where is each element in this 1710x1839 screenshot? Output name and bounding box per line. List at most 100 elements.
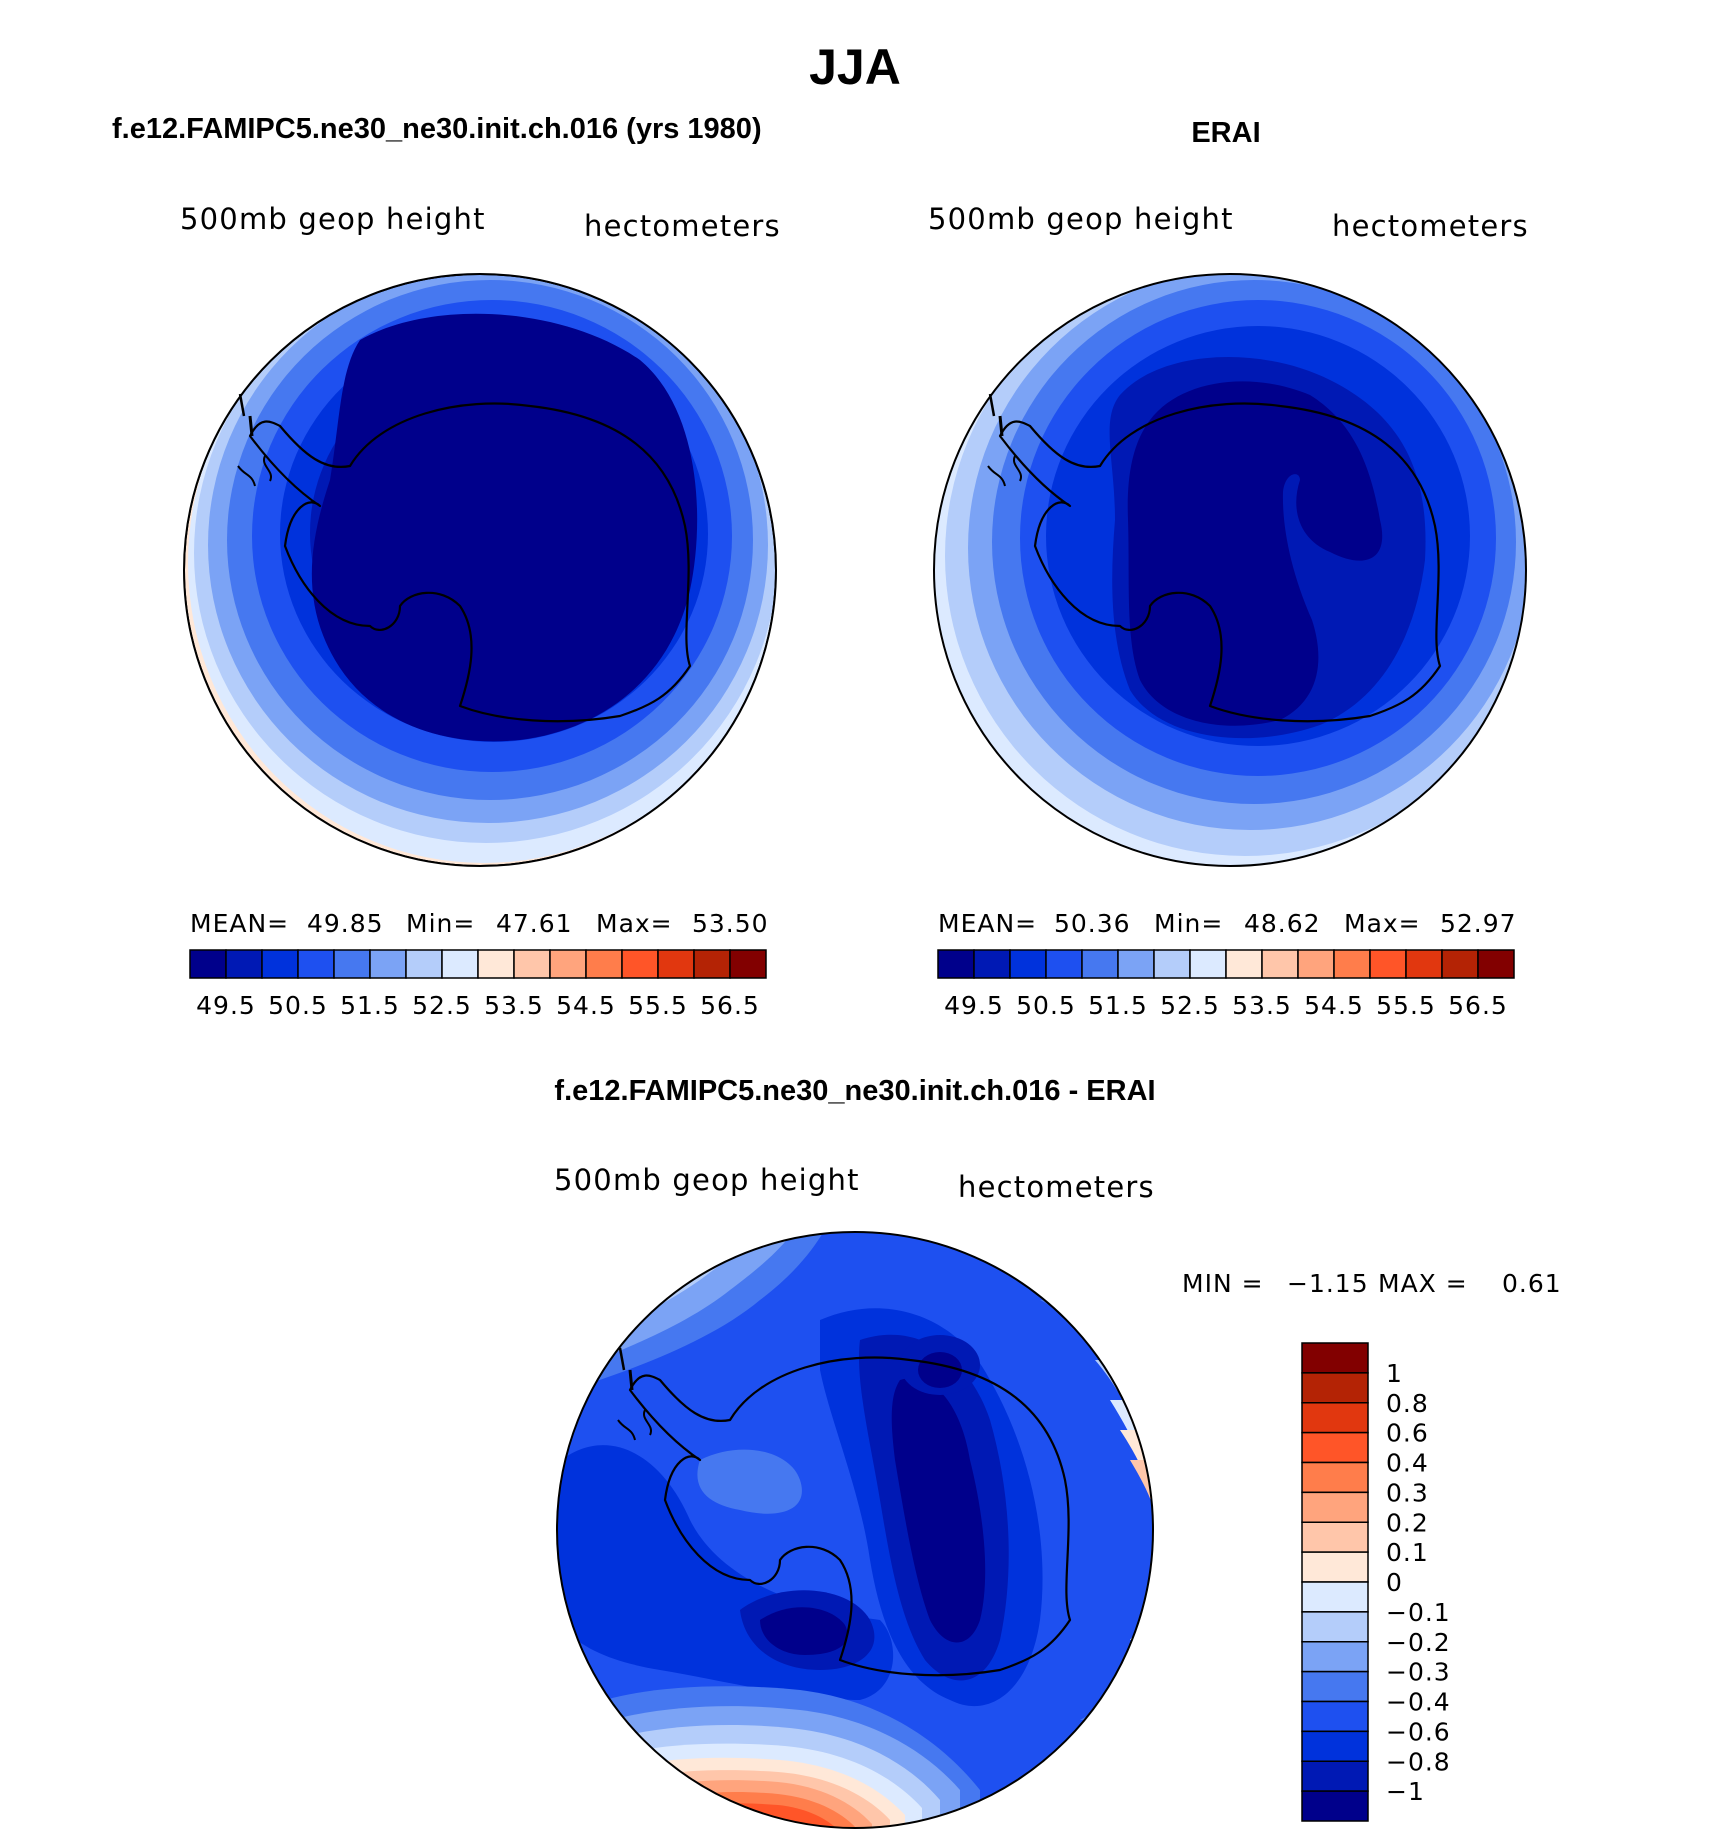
mean-label: MEAN=	[938, 909, 1037, 938]
colorbar-tick-label: 55.5	[1376, 991, 1436, 1020]
colorbar-box	[297, 949, 335, 979]
mean-value: 50.36	[1054, 909, 1131, 938]
contour-band	[760, 1607, 848, 1655]
min-value: 48.62	[1244, 909, 1321, 938]
colorbar-box	[1117, 949, 1155, 979]
colorbar-box	[729, 949, 767, 979]
units-label: hectometers	[1332, 209, 1529, 243]
colorbar-tick-label: −0.3	[1386, 1658, 1451, 1687]
colorbar-box	[1369, 949, 1407, 979]
map-erai	[934, 274, 1526, 866]
max-value: 53.50	[692, 909, 769, 938]
colorbar-tick-label: 51.5	[340, 991, 400, 1020]
colorbar-box	[1301, 1611, 1369, 1643]
colorbar-tick-label: −0.1	[1386, 1598, 1451, 1627]
map-border	[933, 273, 1527, 867]
figure-title: JJA	[809, 39, 901, 95]
colorbar-box	[513, 949, 551, 979]
variable-label: 500mb geop height	[928, 202, 1234, 236]
max-label: Max=	[1344, 909, 1421, 938]
colorbar-tick-label: 53.5	[1232, 991, 1292, 1020]
colorbar-box	[1301, 1760, 1369, 1792]
colorbar-tick-label: 49.5	[196, 991, 256, 1020]
colorbar-tick-label: 49.5	[944, 991, 1004, 1020]
colorbar-box	[189, 949, 227, 979]
colorbar-tick-label: 50.5	[1016, 991, 1076, 1020]
colorbar-box	[1301, 1670, 1369, 1703]
colorbar-tick-label: 55.5	[628, 991, 688, 1020]
colorbar-tick-label: 0.8	[1386, 1389, 1429, 1418]
colorbar-box	[1153, 949, 1191, 979]
colorbar-tick-label: 51.5	[1088, 991, 1148, 1020]
colorbar-box	[405, 949, 443, 979]
colorbar-box	[1189, 949, 1227, 979]
minmax-line: MIN = −1.15 MAX = 0.61	[1182, 1269, 1561, 1298]
colorbar-tick-label: 54.5	[556, 991, 616, 1020]
colorbar-box	[585, 949, 623, 979]
max-label: Max=	[596, 909, 673, 938]
colorbar-tick-label: −0.2	[1386, 1628, 1451, 1657]
colorbar-box	[1301, 1700, 1369, 1733]
colorbar-tick-label: 54.5	[1304, 991, 1364, 1020]
colorbar-box	[1301, 1790, 1369, 1822]
colorbar-box	[1301, 1461, 1369, 1494]
colorbar-tick-label: 56.5	[1448, 991, 1508, 1020]
colorbar-tick-label: 1	[1386, 1359, 1403, 1388]
variable-label: 500mb geop height	[554, 1163, 860, 1197]
colorbar-box	[657, 949, 695, 979]
colorbar-box	[1405, 949, 1443, 979]
colorbar-box	[1301, 1730, 1369, 1762]
colorbar-tick-label: 56.5	[700, 991, 760, 1020]
colorbar-box	[549, 949, 587, 979]
colorbar-box	[973, 949, 1011, 979]
contour-band	[640, 1232, 720, 1270]
colorbar-box	[1301, 1342, 1369, 1374]
contour-band	[891, 1378, 986, 1643]
units-label: hectometers	[958, 1170, 1155, 1204]
colorbar-box	[1301, 1491, 1369, 1523]
colorbar-box	[1333, 949, 1371, 979]
colorbar-box	[333, 949, 371, 979]
colorbar-tick-label: 52.5	[1160, 991, 1220, 1020]
mean-value: 49.85	[307, 909, 384, 938]
contour-band	[311, 313, 698, 742]
min-value: −1.15	[1287, 1269, 1369, 1298]
colorbar-box	[1301, 1402, 1369, 1434]
colorbar-tick-label: 0.3	[1386, 1478, 1429, 1507]
colorbar-tick-label: 0.6	[1386, 1419, 1429, 1448]
colorbar-tick-label: −0.4	[1386, 1688, 1451, 1717]
contour-band	[697, 1449, 802, 1514]
contour-band	[740, 1821, 764, 1828]
colorbar-tick-label: −1	[1386, 1777, 1425, 1806]
panel-difference: 500mb geop height hectometers	[554, 1163, 1561, 1829]
contour-band	[1127, 381, 1383, 726]
min-value: 47.61	[496, 909, 573, 938]
colorbar-box	[369, 949, 407, 979]
max-label: MAX =	[1378, 1269, 1468, 1298]
panel-model: 500mb geop height hectometers MEAN= 49.8…	[180, 202, 780, 1020]
colorbar-box	[477, 949, 515, 979]
colorbar-box	[1301, 1521, 1369, 1553]
colorbar-box	[1261, 949, 1299, 979]
panel-title-difference: f.e12.FAMIPC5.ne30_ne30.init.ch.016 - ER…	[554, 1075, 1155, 1107]
colorbar-difference: 10.80.60.40.30.20.10−0.1−0.2−0.3−0.4−0.6…	[1301, 1342, 1451, 1822]
colorbar-box	[621, 949, 659, 979]
panel-erai: 500mb geop height hectometers MEAN= 50.3…	[928, 202, 1529, 1020]
colorbar-tick-label: 0.2	[1386, 1508, 1429, 1537]
contour-band	[557, 1232, 700, 1300]
colorbar-tick-label: 0.4	[1386, 1449, 1429, 1478]
min-label: Min=	[1154, 909, 1223, 938]
colorbar-box	[1301, 1372, 1369, 1404]
colorbar-tick-label: 50.5	[268, 991, 328, 1020]
colorbar-erai: 49.5 50.5 51.5 52.5 53.5 54.5 55.5 56.5	[937, 949, 1515, 1020]
colorbar-model: 49.5 50.5 51.5 52.5 53.5 54.5 55.5 56.5	[189, 949, 767, 1020]
colorbar-box	[1009, 949, 1047, 979]
colorbar-box	[937, 949, 975, 979]
panel-title-erai: ERAI	[1191, 117, 1260, 149]
map-border	[556, 1231, 1154, 1829]
colorbar-box	[1297, 949, 1335, 979]
colorbar-box	[1301, 1641, 1369, 1673]
colorbar-box	[1301, 1581, 1369, 1613]
stats-line: MEAN= 49.85 Min= 47.61 Max= 53.50	[190, 909, 769, 938]
